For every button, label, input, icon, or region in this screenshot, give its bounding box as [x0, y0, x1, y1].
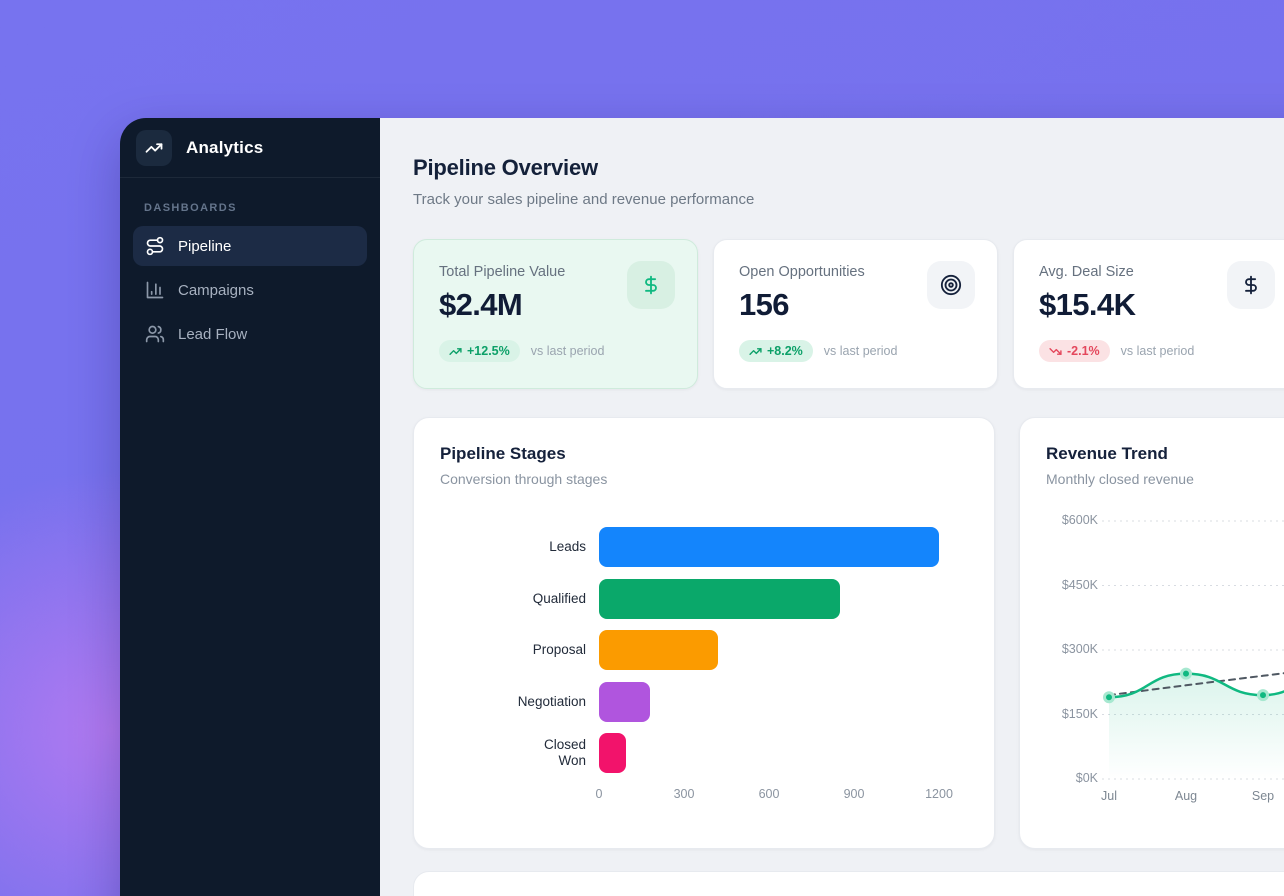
main-content: Pipeline Overview Track your sales pipel…	[380, 118, 1284, 896]
x-tick-label: 0	[595, 787, 603, 801]
bar-track	[599, 681, 968, 722]
chart-title: Pipeline Stages	[440, 444, 566, 463]
sidebar-item-label: Campaigns	[178, 281, 254, 299]
x-tick-label: 1200	[925, 787, 953, 801]
trend-line	[1108, 672, 1284, 697]
revenue-chart-svg	[1102, 520, 1284, 780]
x-tick-label: 900	[843, 787, 865, 801]
kpi-label: Total Pipeline Value	[439, 264, 566, 280]
bar-category-label: Proposal	[532, 642, 586, 658]
stage-bar[interactable]	[599, 527, 939, 567]
bar-track	[599, 578, 968, 619]
kpi-value: $2.4M	[439, 287, 523, 322]
data-point[interactable]	[1257, 689, 1269, 702]
bar-category-label: Qualified	[532, 590, 586, 606]
kpi-value: $15.4K	[1039, 287, 1136, 322]
kpi-foot: +8.2% vs last period	[739, 340, 972, 362]
kpi-compare: vs last period	[530, 344, 605, 358]
stage-bar[interactable]	[599, 578, 840, 619]
trending-down-icon	[1049, 347, 1062, 355]
delta-badge: -2.1%	[1039, 340, 1110, 362]
trending-up-icon	[449, 347, 462, 355]
bar-row: Qualified	[440, 578, 968, 619]
bar-row: Closed Won	[440, 733, 968, 773]
route-icon	[145, 236, 165, 256]
page-title: Pipeline Overview	[413, 155, 598, 180]
bar-row: Proposal	[440, 630, 968, 670]
x-axis-month-label: Sep	[1251, 789, 1275, 803]
kpi-compare: vs last period	[1120, 344, 1195, 358]
sidebar-item-lead-flow[interactable]: Lead Flow	[133, 314, 367, 354]
bar-track	[599, 630, 968, 670]
target-icon	[927, 261, 975, 309]
sidebar-item-label: Pipeline	[178, 237, 232, 255]
bar-row: Leads	[440, 527, 968, 567]
bar-chart-icon	[145, 280, 165, 300]
bar-category-label: Closed Won	[543, 737, 586, 768]
x-tick-label: 300	[673, 787, 695, 801]
y-tick-label: $300K	[1061, 642, 1098, 656]
kpi-foot: +12.5% vs last period	[439, 340, 672, 362]
kpi-compare: vs last period	[823, 344, 898, 358]
y-tick-label: $450K	[1061, 577, 1098, 592]
dollar-icon	[1227, 261, 1275, 309]
delta-badge: +12.5%	[439, 340, 520, 362]
trending-up-icon	[749, 347, 762, 355]
x-axis-month-label: Aug	[1174, 789, 1198, 803]
stage-bar[interactable]	[599, 630, 718, 670]
sidebar-item-pipeline[interactable]: Pipeline	[133, 226, 367, 266]
revenue-chart	[1102, 520, 1284, 780]
kpi-card-open-opportunities: Open Opportunities 156 +8.2% vs last per…	[713, 239, 998, 389]
logo-row: Analytics	[120, 118, 380, 178]
chart-subtitle: Monthly closed revenue	[1046, 471, 1194, 487]
sidebar: Analytics DASHBOARDS Pipeline Campaigns …	[120, 118, 380, 896]
sidebar-section-label: DASHBOARDS	[144, 202, 237, 214]
kpi-row: Total Pipeline Value $2.4M +12.5% vs las…	[413, 239, 1284, 389]
pipeline-stages-card: Pipeline Stages Conversion through stage…	[413, 417, 995, 849]
dollar-icon	[627, 261, 675, 309]
stages-x-axis: 0 300 600 900 1200	[595, 787, 968, 803]
x-tick-label: 600	[758, 787, 780, 801]
kpi-label: Open Opportunities	[739, 264, 865, 280]
sidebar-item-label: Lead Flow	[178, 325, 248, 343]
trending-up-icon	[136, 129, 172, 166]
bottom-card	[413, 871, 1284, 896]
y-tick-label: $0K	[1075, 771, 1098, 785]
app-window: Analytics DASHBOARDS Pipeline Campaigns …	[120, 118, 1284, 896]
bar-category-label: Leads	[549, 539, 586, 555]
data-point[interactable]	[1103, 691, 1115, 704]
kpi-foot: -2.1% vs last period	[1039, 340, 1272, 362]
delta-badge: +8.2%	[739, 340, 813, 362]
revenue-trend-card: Revenue Trend Monthly closed revenue $60…	[1019, 417, 1284, 849]
y-tick-label: $600K	[1061, 513, 1098, 527]
sidebar-item-campaigns[interactable]: Campaigns	[133, 270, 367, 310]
data-point[interactable]	[1180, 667, 1192, 680]
stage-bar[interactable]	[599, 733, 626, 773]
x-axis-month-label: Jul	[1101, 789, 1117, 803]
chart-title: Revenue Trend	[1046, 444, 1168, 463]
stages-bars: Leads Qualified Proposal Negotiation Closed …	[440, 527, 968, 773]
bar-category-label: Negotiation	[517, 693, 586, 709]
bar-row: Negotiation	[440, 681, 968, 722]
bar-track	[599, 733, 968, 773]
kpi-value: 156	[739, 287, 790, 322]
y-tick-label: $150K	[1061, 706, 1098, 721]
users-icon	[145, 324, 165, 344]
stage-bar[interactable]	[599, 681, 650, 722]
app-title: Analytics	[186, 137, 264, 157]
charts-row: Pipeline Stages Conversion through stage…	[413, 417, 1284, 849]
revenue-area	[1109, 673, 1284, 779]
revenue-plot: $600K$450K$300K$150K$0KJulAugSepOct	[1046, 513, 1284, 811]
kpi-card-avg-deal-size: Avg. Deal Size $15.4K -2.1% vs last peri…	[1013, 239, 1284, 389]
bar-track	[599, 527, 968, 567]
kpi-card-total-pipeline-value: Total Pipeline Value $2.4M +12.5% vs las…	[413, 239, 698, 389]
revenue-line	[1107, 672, 1284, 699]
kpi-label: Avg. Deal Size	[1039, 264, 1134, 280]
chart-subtitle: Conversion through stages	[440, 471, 608, 487]
page-subtitle: Track your sales pipeline and revenue pe…	[413, 191, 755, 208]
